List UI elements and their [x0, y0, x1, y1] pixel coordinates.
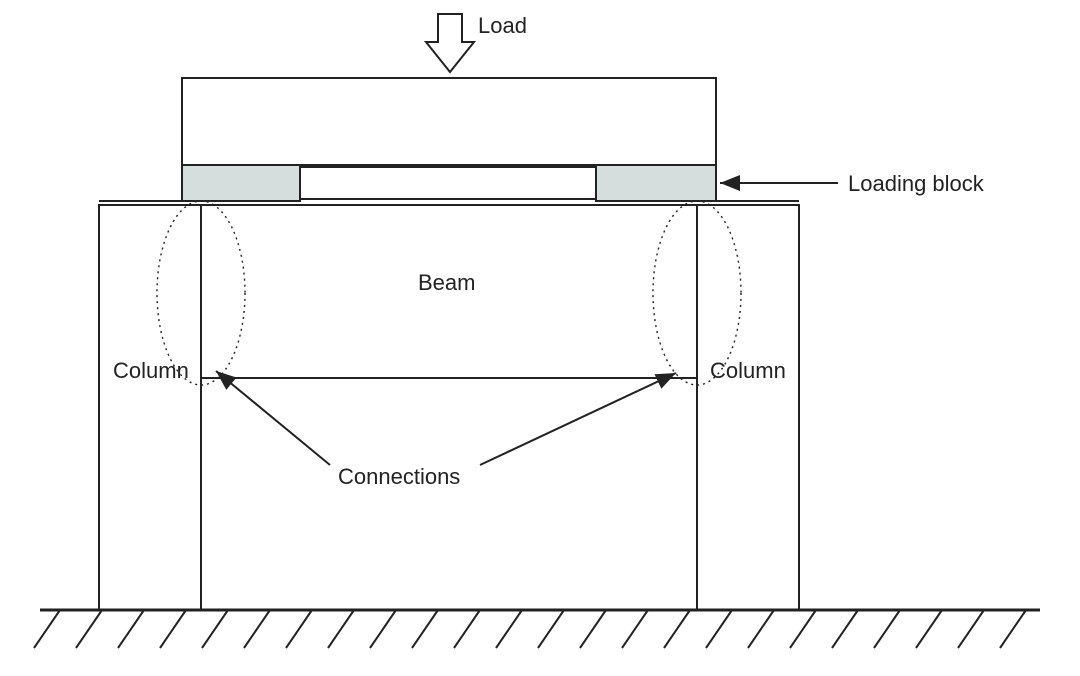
column-left-label: Column [113, 358, 189, 383]
loading-block-left [182, 165, 300, 201]
beam-label: Beam [418, 270, 475, 295]
ground-hatch [34, 610, 1026, 648]
column-right-label: Column [710, 358, 786, 383]
load-arrow [426, 14, 474, 72]
connections-arrow-right [480, 373, 676, 465]
press-head [182, 78, 716, 165]
connections-label: Connections [338, 464, 460, 489]
column-left [99, 205, 201, 610]
loading-block-right [596, 165, 716, 201]
load-label: Load [478, 13, 527, 38]
connections-arrow-left [216, 371, 330, 465]
loading-block-label: Loading block [848, 171, 985, 196]
column-right [697, 205, 799, 610]
